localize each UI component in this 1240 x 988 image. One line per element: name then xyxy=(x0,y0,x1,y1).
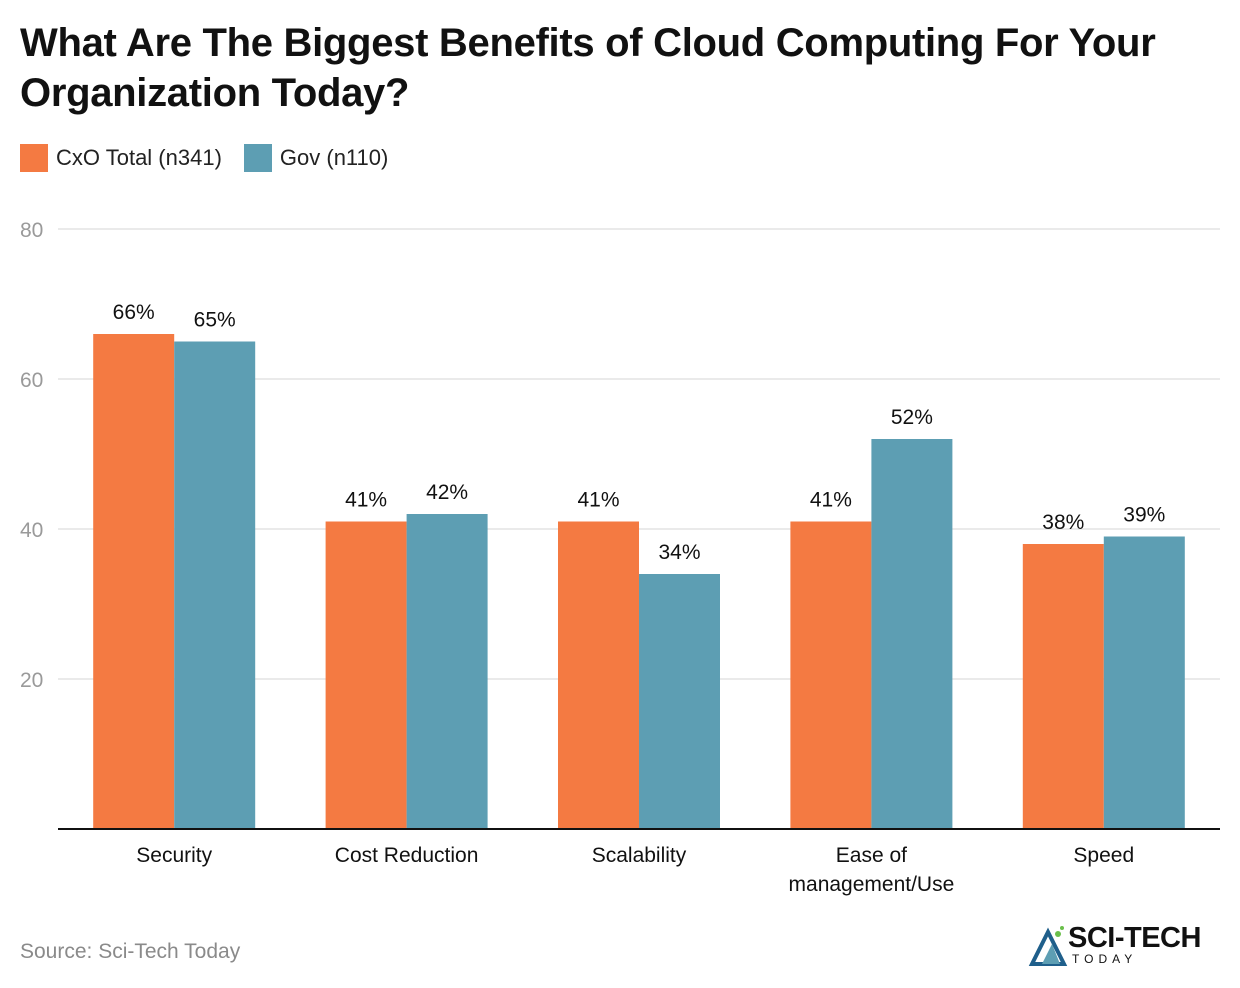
data-label-gov-2: 34% xyxy=(658,541,700,564)
bar-cxo-4 xyxy=(1022,544,1104,829)
y-tick-label-80: 80 xyxy=(20,219,43,242)
y-tick-label-20: 20 xyxy=(20,669,43,692)
logo-mark-icon xyxy=(1028,926,1068,966)
data-label-cxo-3: 41% xyxy=(810,489,852,512)
x-tick-label-3-line-1: management/Use xyxy=(789,873,955,896)
bar-gov-1 xyxy=(406,514,488,829)
legend-label-gov: Gov (n110) xyxy=(279,145,389,170)
legend: CxO Total (n341) Gov (n110) xyxy=(20,144,410,172)
bar-gov-0 xyxy=(174,341,256,829)
x-tick-label-2: Scalability xyxy=(592,844,687,867)
bar-cxo-2 xyxy=(558,521,639,829)
data-label-cxo-2: 41% xyxy=(577,489,619,512)
data-label-cxo-4: 38% xyxy=(1042,511,1084,534)
logo-name: SCI-TECH xyxy=(1068,922,1201,954)
bar-gov-3 xyxy=(871,439,953,829)
legend-swatch-gov xyxy=(243,144,272,172)
source-note: Source: Sci-Tech Today xyxy=(20,940,241,963)
data-label-cxo-0: 66% xyxy=(113,301,155,324)
bar-gov-4 xyxy=(1103,536,1185,829)
logo-subtitle: TODAY xyxy=(1072,952,1138,966)
bar-gov-2 xyxy=(639,574,720,829)
bar-cxo-1 xyxy=(325,521,407,829)
data-label-cxo-1: 41% xyxy=(345,489,387,512)
legend-item-gov: Gov (n110) xyxy=(243,144,389,172)
data-label-gov-0: 65% xyxy=(194,309,236,332)
bar-cxo-0 xyxy=(93,334,175,829)
sci-tech-logo: SCI-TECH TODAY xyxy=(1028,920,1208,970)
bar-cxo-3 xyxy=(790,521,872,829)
legend-label-cxo: CxO Total (n341) xyxy=(56,145,222,170)
chart-title: What Are The Biggest Benefits of Cloud C… xyxy=(20,21,1156,115)
x-tick-label-4: Speed xyxy=(1073,844,1134,867)
data-label-gov-4: 39% xyxy=(1123,504,1165,527)
x-tick-label-1: Cost Reduction xyxy=(335,844,479,867)
legend-swatch-cxo xyxy=(20,144,48,172)
data-label-gov-1: 42% xyxy=(426,481,468,504)
x-tick-label-3-line-0: Ease of xyxy=(836,844,907,867)
y-tick-label-60: 60 xyxy=(20,369,43,392)
data-label-gov-3: 52% xyxy=(891,406,933,429)
y-tick-label-40: 40 xyxy=(20,519,43,542)
legend-item-cxo: CxO Total (n341) xyxy=(20,144,222,172)
x-tick-label-0: Security xyxy=(136,844,212,867)
